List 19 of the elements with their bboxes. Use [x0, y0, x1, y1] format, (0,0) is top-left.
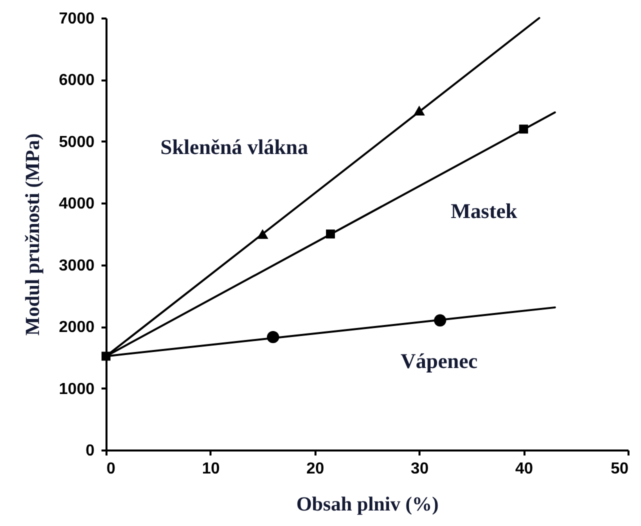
x-axis-title: Obsah plniv (%) [296, 494, 439, 516]
y-axis-title: Modul pružnosti (MPa) [22, 133, 44, 336]
series-label: Skleněná vlákna [160, 135, 309, 160]
series-label: Mastek [450, 198, 518, 223]
x-tick-label: 30 [410, 460, 429, 478]
x-tick-label: 0 [106, 460, 116, 478]
x-tick-label: 50 [610, 460, 629, 478]
y-tick-label: 6000 [58, 72, 95, 90]
y-tick-label: 5000 [58, 134, 95, 151]
y-tick-label: 0 [86, 442, 95, 460]
y-tick-label: 7000 [58, 10, 95, 28]
y-tick-label: 3000 [58, 257, 95, 274]
x-tick-label: 20 [306, 460, 324, 478]
y-tick-label: 2000 [58, 319, 95, 336]
x-tick-label: 10 [202, 460, 220, 478]
y-tick-label: 4000 [58, 196, 95, 213]
x-tick-label: 40 [515, 460, 534, 478]
series-label: Vápenec [400, 349, 478, 374]
y-tick-label: 1000 [58, 380, 95, 398]
